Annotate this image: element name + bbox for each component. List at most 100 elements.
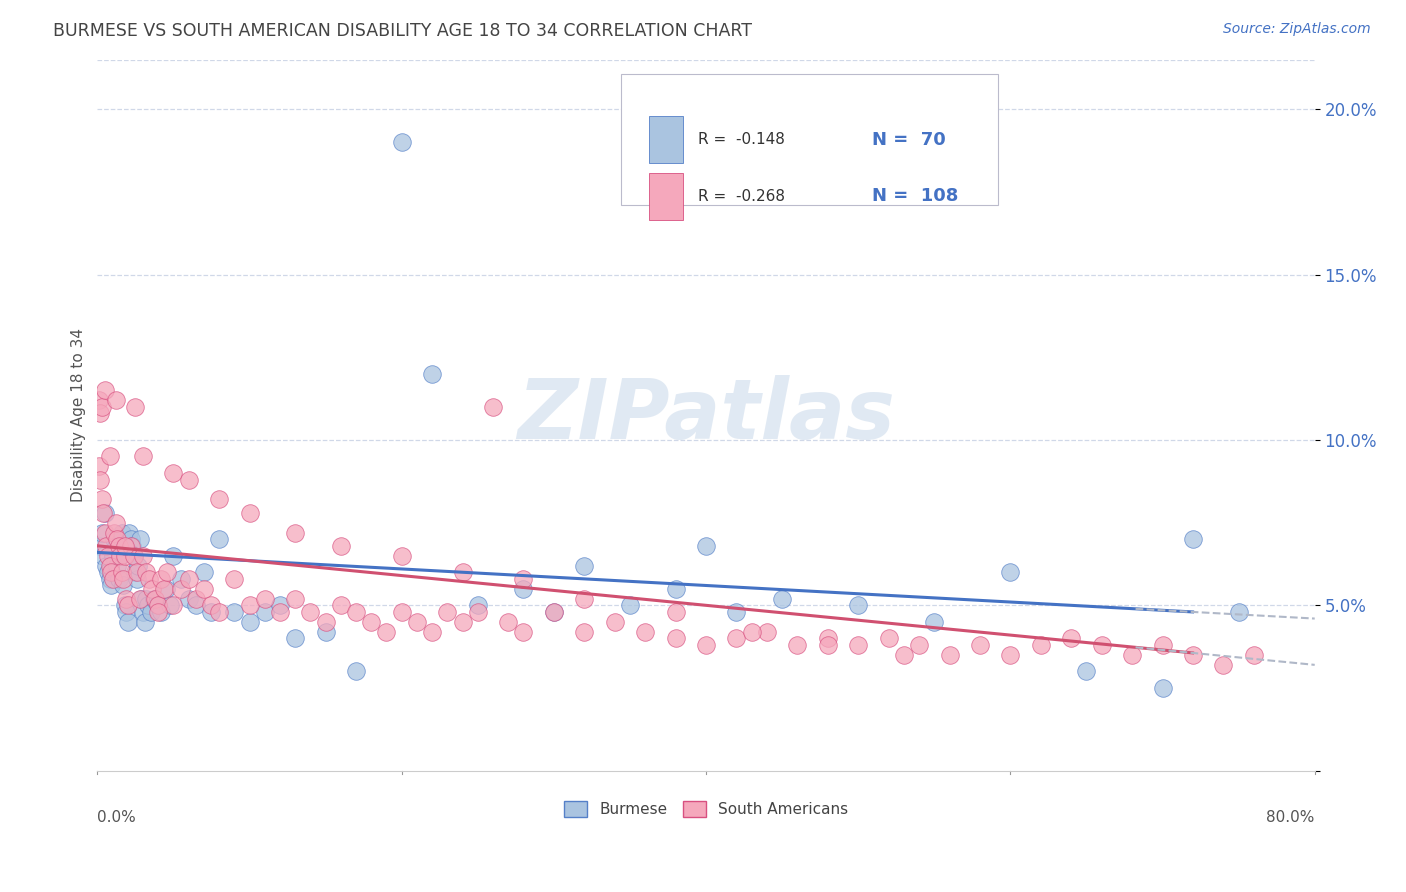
Point bbox=[482, 400, 505, 414]
Point bbox=[100, 566, 122, 580]
Point bbox=[574, 591, 596, 606]
Point bbox=[115, 605, 138, 619]
Point bbox=[162, 599, 184, 613]
Text: 80.0%: 80.0% bbox=[1267, 810, 1315, 825]
Point bbox=[139, 605, 162, 619]
Point bbox=[269, 605, 291, 619]
Point bbox=[755, 624, 778, 639]
Point bbox=[142, 591, 165, 606]
Point bbox=[329, 599, 352, 613]
Point bbox=[103, 532, 125, 546]
Bar bbox=[648, 173, 683, 219]
Point bbox=[125, 566, 148, 580]
Point bbox=[90, 525, 112, 540]
Point bbox=[108, 549, 131, 563]
Point bbox=[148, 599, 170, 613]
Point bbox=[155, 582, 177, 596]
Point bbox=[98, 558, 121, 573]
Point bbox=[253, 591, 276, 606]
Point bbox=[131, 591, 153, 606]
Point bbox=[436, 605, 458, 619]
Point bbox=[107, 572, 129, 586]
Point bbox=[269, 599, 291, 613]
Point bbox=[969, 638, 991, 652]
Point bbox=[120, 532, 142, 546]
Point bbox=[315, 624, 337, 639]
Point bbox=[117, 599, 139, 613]
Point bbox=[89, 539, 111, 553]
Point bbox=[153, 582, 176, 596]
Point bbox=[725, 605, 748, 619]
Point bbox=[150, 605, 173, 619]
Point bbox=[391, 549, 413, 563]
Point bbox=[94, 384, 117, 398]
Point bbox=[238, 615, 260, 629]
Point bbox=[770, 591, 793, 606]
Point bbox=[420, 367, 443, 381]
Point bbox=[208, 492, 231, 507]
Point bbox=[193, 566, 215, 580]
Point bbox=[136, 599, 159, 613]
Point bbox=[134, 615, 156, 629]
Point bbox=[665, 605, 688, 619]
Point bbox=[224, 605, 246, 619]
Point bbox=[1152, 681, 1174, 695]
Point bbox=[135, 591, 157, 606]
Point bbox=[100, 578, 122, 592]
Point bbox=[118, 525, 141, 540]
Point bbox=[741, 624, 763, 639]
Point bbox=[111, 566, 134, 580]
Point bbox=[284, 632, 307, 646]
Point bbox=[1121, 648, 1143, 662]
Point bbox=[574, 558, 596, 573]
Point bbox=[107, 539, 129, 553]
Point bbox=[420, 624, 443, 639]
Point bbox=[1181, 648, 1204, 662]
Point bbox=[124, 400, 146, 414]
Point bbox=[103, 525, 125, 540]
Point bbox=[846, 599, 869, 613]
Point bbox=[200, 605, 222, 619]
Point bbox=[224, 572, 246, 586]
Point bbox=[117, 615, 139, 629]
Point bbox=[512, 624, 534, 639]
Text: R =  -0.148: R = -0.148 bbox=[697, 132, 785, 147]
Point bbox=[1000, 566, 1022, 580]
Point bbox=[344, 665, 367, 679]
Point bbox=[634, 624, 657, 639]
Point bbox=[208, 532, 231, 546]
Point bbox=[1243, 648, 1265, 662]
Point bbox=[89, 473, 111, 487]
Point bbox=[96, 539, 118, 553]
Point bbox=[924, 615, 946, 629]
Point bbox=[96, 558, 118, 573]
Point bbox=[391, 605, 413, 619]
Point bbox=[893, 648, 915, 662]
Point bbox=[101, 572, 124, 586]
Point bbox=[938, 648, 960, 662]
Point bbox=[908, 638, 931, 652]
Point bbox=[284, 525, 307, 540]
Point bbox=[193, 582, 215, 596]
Point bbox=[512, 582, 534, 596]
Point bbox=[125, 572, 148, 586]
Point bbox=[115, 591, 138, 606]
Point bbox=[156, 566, 179, 580]
Text: N =  108: N = 108 bbox=[872, 187, 957, 205]
Point bbox=[695, 539, 717, 553]
Point bbox=[127, 558, 149, 573]
FancyBboxPatch shape bbox=[621, 74, 998, 205]
Point bbox=[451, 566, 474, 580]
Text: BURMESE VS SOUTH AMERICAN DISABILITY AGE 18 TO 34 CORRELATION CHART: BURMESE VS SOUTH AMERICAN DISABILITY AGE… bbox=[53, 22, 752, 40]
Point bbox=[122, 549, 145, 563]
Point bbox=[177, 572, 200, 586]
Point bbox=[114, 539, 136, 553]
Point bbox=[111, 525, 134, 540]
Point bbox=[467, 605, 489, 619]
Point bbox=[170, 572, 193, 586]
Point bbox=[143, 591, 166, 606]
Point bbox=[200, 599, 222, 613]
Text: Source: ZipAtlas.com: Source: ZipAtlas.com bbox=[1223, 22, 1371, 37]
Point bbox=[148, 599, 170, 613]
Point bbox=[98, 450, 121, 464]
